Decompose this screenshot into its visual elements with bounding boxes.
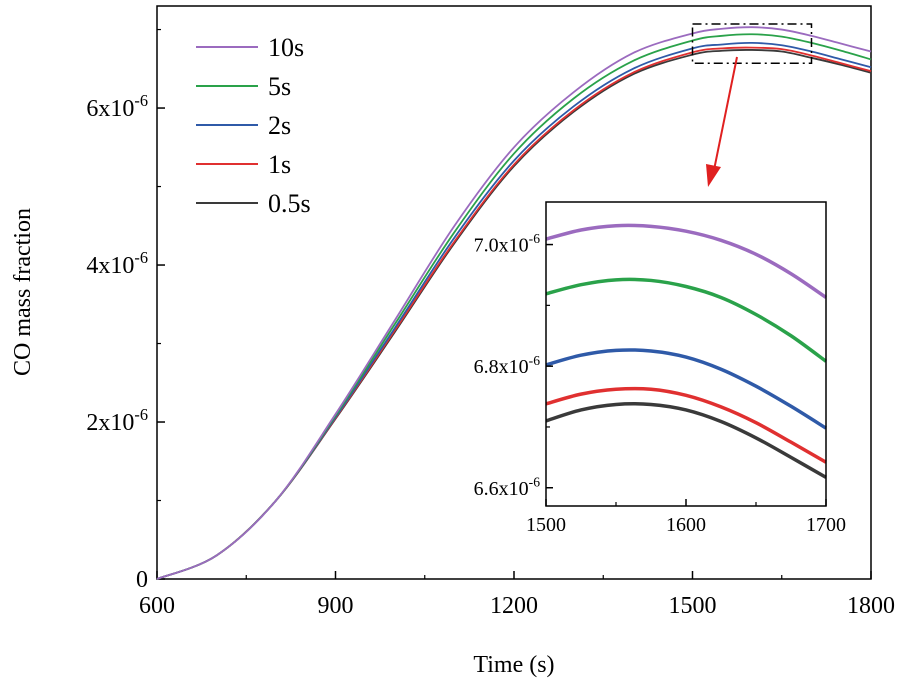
x-axis-title: Time (s) [473,652,554,678]
legend-label-2s: 2s [268,111,291,140]
x-tick-label: 1500 [669,593,717,619]
inset-y-tick-label: 7.0x10-6 [474,231,541,256]
inset-x-ticks: 1500 1600 1700 [526,499,846,536]
legend-label-5s: 5s [268,72,291,101]
x-tick-label: 1200 [490,593,538,619]
inset-y-ticks: 6.6x10-6 6.8x10-6 7.0x10-6 [474,231,553,500]
zoom-region-box [691,23,813,65]
inset-series-line-5s [545,277,828,363]
series-line-10s [156,26,872,580]
legend-label-1s: 1s [268,150,291,179]
inset-series-line-2s [545,348,827,430]
legend-label-0.5s: 0.5s [268,189,311,218]
zoom-arrow-head [706,164,721,187]
y-tick-label: 2x10-6 [86,405,148,436]
y-tick-label: 0 [136,567,148,593]
main-series-lines [156,26,872,580]
inset-series-line-0.5s [545,402,827,479]
inset-series-line-1s [545,386,827,464]
legend: 10s 5s 2s 1s 0.5s [196,33,311,218]
inset-x-tick-label: 1700 [806,514,846,536]
y-tick-label: 6x10-6 [86,91,148,122]
legend-label-10s: 10s [268,33,304,62]
y-tick-label: 4x10-6 [86,248,148,279]
inset-x-tick-label: 1600 [666,514,706,536]
inset-y-tick-label: 6.6x10-6 [474,474,541,499]
inset-series-lines [545,223,828,479]
x-tick-label: 600 [139,593,175,619]
inset-x-tick-label: 1500 [526,514,566,536]
zoom-arrow-line [713,56,738,171]
inset-series-line-10s [545,223,827,299]
x-tick-label: 900 [318,593,354,619]
inset-y-tick-label: 6.8x10-6 [474,353,541,378]
y-axis-title: CO mass fraction [10,208,36,376]
main-x-ticks: 600 900 1200 1500 1800 [139,571,895,619]
main-y-ticks: 0 2x10-6 4x10-6 6x10-6 [86,28,165,593]
x-tick-label: 1800 [847,593,895,619]
